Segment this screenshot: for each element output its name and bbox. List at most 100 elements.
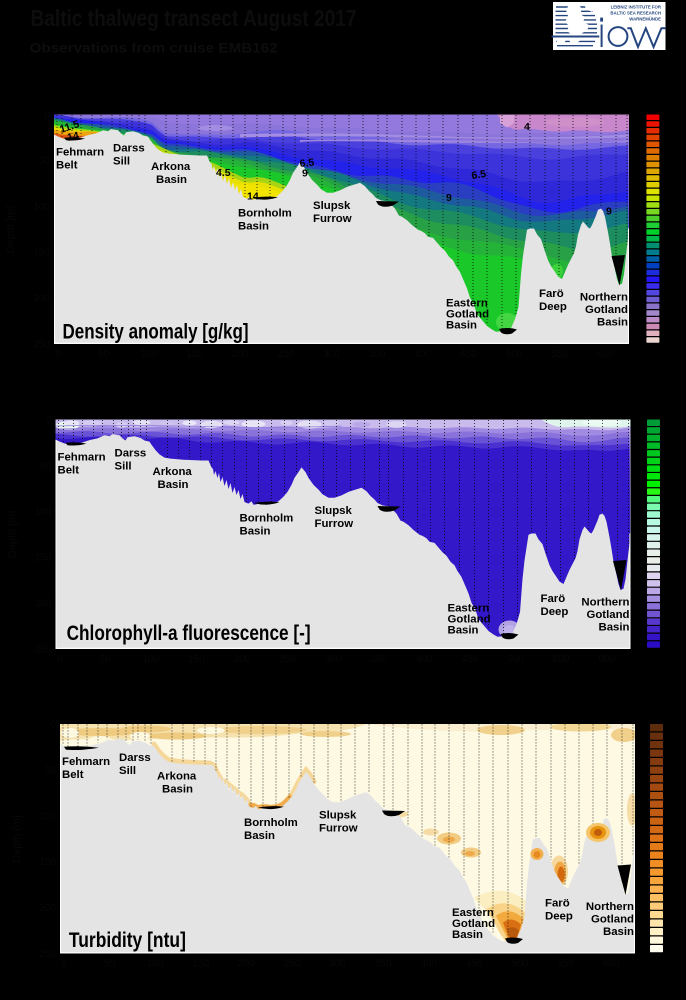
svg-text:Basin: Basin [158, 479, 189, 491]
svg-text:0: 0 [61, 959, 67, 970]
svg-text:LEIBNIZ INSTITUTE FOR: LEIBNIZ INSTITUTE FOR [611, 5, 662, 10]
svg-text:Arkona: Arkona [153, 466, 193, 478]
svg-text:Gotland: Gotland [591, 914, 634, 926]
svg-text:Observations from cruise EMB16: Observations from cruise EMB162 [30, 40, 278, 56]
svg-text:100: 100 [147, 959, 164, 970]
svg-text:250: 250 [33, 340, 50, 351]
svg-text:Darss: Darss [115, 448, 147, 460]
svg-text:Depth [m]: Depth [m] [7, 511, 19, 559]
svg-text:Gotland: Gotland [446, 309, 489, 321]
svg-text:Basin: Basin [156, 174, 187, 186]
svg-text:Gotland: Gotland [585, 304, 628, 316]
svg-text:Sill: Sill [115, 461, 132, 473]
svg-text:Slupsk: Slupsk [313, 200, 351, 212]
svg-text:Northern: Northern [581, 597, 629, 609]
svg-text:Fehmarn: Fehmarn [58, 452, 106, 464]
svg-text:Northern: Northern [580, 292, 628, 304]
svg-text:6.5: 6.5 [471, 168, 487, 182]
svg-text:150: 150 [35, 553, 52, 564]
svg-text:100: 100 [142, 654, 159, 665]
svg-text:Sill: Sill [119, 765, 136, 777]
svg-text:4.5: 4.5 [216, 167, 231, 179]
svg-text:300: 300 [329, 959, 346, 970]
svg-text:550: 550 [557, 959, 574, 970]
svg-text:50: 50 [104, 959, 116, 970]
svg-text:0: 0 [57, 654, 63, 665]
svg-text:50: 50 [100, 654, 112, 665]
svg-text:Arkona: Arkona [151, 161, 191, 173]
svg-text:Slupsk: Slupsk [315, 505, 353, 517]
svg-text:Furrow: Furrow [319, 823, 358, 835]
svg-text:Sill: Sill [113, 156, 130, 168]
svg-text:Basin: Basin [240, 526, 271, 538]
svg-text:Basin: Basin [603, 926, 634, 938]
svg-text:Basin: Basin [446, 320, 477, 332]
svg-text:9: 9 [446, 192, 452, 204]
svg-text:150: 150 [192, 959, 209, 970]
svg-text:Bornholm: Bornholm [240, 513, 294, 525]
svg-text:550: 550 [553, 654, 570, 665]
svg-text:11.5: 11.5 [58, 118, 81, 136]
svg-text:Bornholm: Bornholm [244, 817, 298, 829]
svg-text:350: 350 [369, 349, 386, 360]
svg-text:500: 500 [507, 654, 524, 665]
svg-text:500: 500 [512, 959, 529, 970]
svg-text:Baltic thalweg transect August: Baltic thalweg transect August 2017 [31, 5, 357, 31]
svg-text:100: 100 [35, 507, 52, 518]
svg-text:50: 50 [40, 461, 52, 472]
svg-text:400: 400 [416, 654, 433, 665]
svg-text:250: 250 [284, 959, 301, 970]
svg-text:550: 550 [551, 349, 568, 360]
svg-text:WARNEMÜNDE: WARNEMÜNDE [629, 17, 661, 22]
svg-text:Depth [m]: Depth [m] [5, 206, 17, 254]
svg-text:0: 0 [46, 415, 52, 426]
svg-text:14: 14 [247, 191, 259, 203]
svg-text:14: 14 [66, 130, 80, 144]
svg-text:400: 400 [420, 959, 437, 970]
svg-text:450: 450 [462, 654, 479, 665]
svg-text:Eastern: Eastern [452, 907, 494, 919]
svg-text:100: 100 [39, 811, 56, 822]
svg-text:Density anomaly [g/kg]: Density anomaly [g/kg] [63, 321, 249, 344]
svg-text:Slupsk: Slupsk [319, 810, 357, 822]
svg-text:600: 600 [598, 654, 615, 665]
svg-text:150: 150 [39, 857, 56, 868]
svg-text:100: 100 [141, 349, 158, 360]
svg-text:100: 100 [33, 202, 50, 213]
svg-text:Furrow: Furrow [313, 213, 352, 225]
svg-text:Fehmarn: Fehmarn [56, 147, 104, 159]
svg-text:Belt: Belt [62, 769, 84, 781]
svg-text:350: 350 [370, 654, 387, 665]
svg-text:Basin: Basin [448, 625, 479, 637]
svg-text:Bornholm: Bornholm [238, 208, 292, 220]
svg-text:4: 4 [524, 121, 530, 133]
svg-text:Farö: Farö [541, 593, 566, 605]
svg-text:Deep: Deep [539, 301, 567, 313]
svg-text:Gotland: Gotland [586, 609, 629, 621]
svg-text:150: 150 [33, 248, 50, 259]
svg-text:0: 0 [44, 110, 50, 121]
svg-text:Depth [m]: Depth [m] [11, 815, 23, 863]
svg-text:200: 200 [238, 959, 255, 970]
svg-text:Darss: Darss [113, 143, 145, 155]
svg-text:250: 250 [39, 949, 56, 960]
svg-text:500: 500 [506, 349, 523, 360]
svg-text:200: 200 [232, 349, 249, 360]
svg-text:50: 50 [45, 765, 57, 776]
svg-text:Furrow: Furrow [315, 518, 354, 530]
svg-text:Fehmarn: Fehmarn [62, 756, 110, 768]
svg-text:Deep: Deep [545, 911, 573, 923]
svg-text:450: 450 [466, 959, 483, 970]
svg-text:Turbidity [ntu]: Turbidity [ntu] [69, 929, 186, 952]
svg-text:400: 400 [414, 349, 431, 360]
svg-text:Farö: Farö [545, 898, 570, 910]
svg-text:Basin: Basin [162, 784, 193, 796]
svg-text:BALTIC SEA RESEARCH: BALTIC SEA RESEARCH [610, 11, 661, 16]
svg-text:200: 200 [39, 903, 56, 914]
svg-text:6.5: 6.5 [299, 157, 315, 170]
svg-text:50: 50 [98, 349, 110, 360]
svg-text:200: 200 [33, 294, 50, 305]
svg-text:50: 50 [39, 156, 51, 167]
svg-text:Belt: Belt [56, 160, 78, 172]
svg-text:9: 9 [606, 206, 612, 218]
